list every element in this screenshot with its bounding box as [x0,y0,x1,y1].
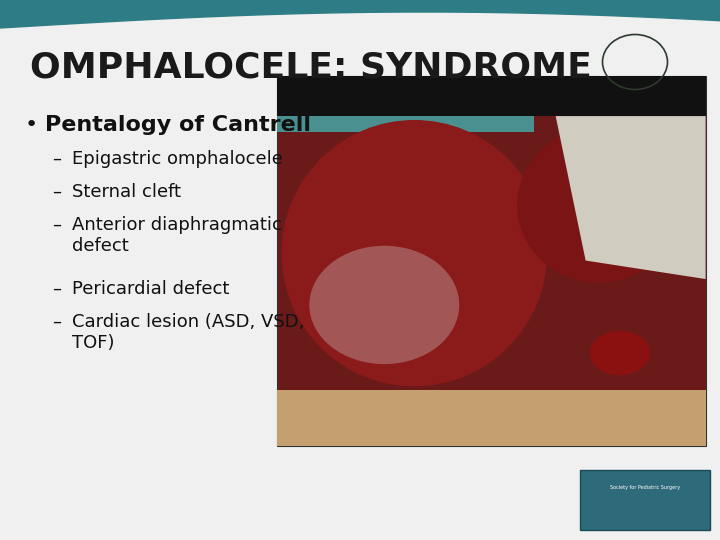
Text: Sternal cleft: Sternal cleft [72,183,181,201]
Text: Pericardial defect: Pericardial defect [72,280,230,298]
Text: •: • [25,115,38,135]
Ellipse shape [282,120,547,386]
Text: –: – [52,216,61,234]
Text: Epigastric omphalocele: Epigastric omphalocele [72,150,283,168]
Polygon shape [556,116,706,279]
Ellipse shape [310,246,459,364]
Text: –: – [52,150,61,168]
Text: Pentalogy of Cantrell: Pentalogy of Cantrell [45,115,311,135]
Text: Society for Pediatric Surgery: Society for Pediatric Surgery [610,485,680,490]
FancyBboxPatch shape [277,76,706,116]
Text: Anterior diaphragmatic
defect: Anterior diaphragmatic defect [72,216,282,255]
Text: OMPHALOCELE: SYNDROME: OMPHALOCELE: SYNDROME [30,50,592,84]
Ellipse shape [517,127,680,283]
Text: –: – [52,313,61,331]
Text: Cardiac lesion (ASD, VSD,
TOF): Cardiac lesion (ASD, VSD, TOF) [72,313,305,352]
FancyBboxPatch shape [580,470,710,530]
Polygon shape [277,390,706,446]
Text: –: – [52,280,61,298]
FancyBboxPatch shape [277,116,534,132]
Ellipse shape [590,331,650,375]
Polygon shape [0,0,720,28]
Text: –: – [52,183,61,201]
FancyBboxPatch shape [277,76,706,446]
